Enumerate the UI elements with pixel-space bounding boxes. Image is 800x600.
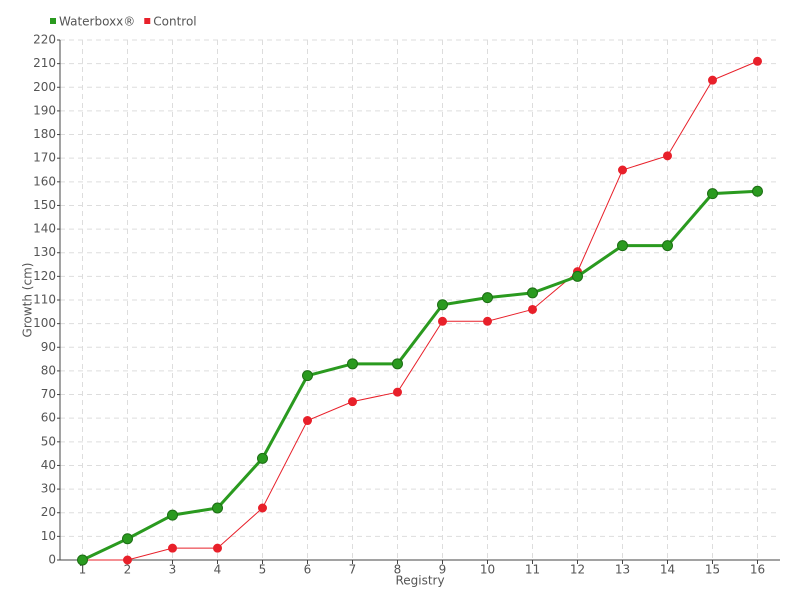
y-tick-label: 220 (33, 33, 56, 47)
x-tick-label: 14 (660, 563, 675, 577)
data-point (303, 416, 312, 426)
x-tick-label: 10 (480, 563, 495, 577)
series-line (81, 189, 758, 562)
data-point (77, 554, 88, 566)
data-point (663, 151, 672, 161)
x-tick-label: 6 (304, 563, 312, 577)
data-point (527, 287, 538, 299)
data-point (707, 188, 718, 200)
y-tick-label: 190 (33, 103, 56, 117)
data-point (392, 358, 403, 370)
data-point (618, 165, 627, 175)
data-point (168, 543, 177, 553)
data-point (123, 555, 132, 565)
data-point (348, 397, 357, 407)
data-point (257, 452, 268, 464)
y-tick-label: 110 (33, 293, 56, 307)
x-axis-title: Registry (395, 574, 444, 588)
data-point (212, 502, 223, 514)
x-tick-label: 11 (525, 563, 540, 577)
x-tick-label: 9 (439, 563, 447, 577)
y-tick-label: 90 (41, 340, 56, 354)
y-tick-label: 100 (33, 316, 56, 330)
series-line (82, 60, 758, 561)
data-point (393, 387, 402, 397)
x-tick-label: 13 (615, 563, 630, 577)
y-tick-label: 0 (48, 553, 56, 567)
data-point (528, 304, 537, 314)
y-axis-title: Growth (cm) (21, 263, 35, 338)
data-point (708, 75, 717, 85)
x-tick-label: 12 (570, 563, 585, 577)
x-tick-label: 15 (705, 563, 720, 577)
grid (60, 39, 780, 560)
y-tick-label: 30 (41, 482, 56, 496)
data-point (258, 503, 267, 513)
data-point (572, 270, 583, 282)
y-tick-label: 180 (33, 127, 56, 141)
y-tick-label: 60 (41, 411, 56, 425)
data-point (167, 509, 178, 521)
data-point (438, 316, 447, 326)
y-tick-label: 40 (41, 458, 56, 472)
y-tick-label: 150 (33, 198, 56, 212)
y-tick-label: 130 (33, 245, 56, 259)
data-point (662, 240, 673, 252)
legend-swatch (50, 18, 56, 24)
data-point (753, 56, 762, 66)
x-tick-label: 7 (349, 563, 357, 577)
data-point (617, 240, 628, 252)
legend-label: Control (153, 15, 196, 29)
x-tick-label: 16 (750, 563, 765, 577)
x-tick-label: 1 (79, 563, 87, 577)
y-tick-label: 50 (41, 434, 56, 448)
y-tick-label: 70 (41, 387, 56, 401)
y-tick-label: 160 (33, 174, 56, 188)
x-tick-label: 3 (169, 563, 177, 577)
data-point (302, 370, 313, 382)
data-point (482, 292, 493, 304)
legend-swatch (144, 18, 151, 24)
y-tick-label: 200 (33, 80, 56, 94)
y-tick-label: 10 (41, 529, 56, 543)
x-tick-label: 8 (394, 563, 402, 577)
data-point (213, 543, 222, 553)
data-point (483, 316, 492, 326)
data-point (347, 358, 358, 370)
y-tick-label: 140 (33, 222, 56, 236)
y-tick-label: 210 (33, 56, 56, 70)
y-tick-label: 170 (33, 151, 56, 165)
legend-label: Waterboxx® (59, 15, 135, 29)
y-tick-label: 120 (33, 269, 56, 283)
x-tick-label: 4 (214, 563, 222, 577)
data-point (752, 185, 763, 197)
data-point (122, 533, 133, 545)
x-tick-label: 5 (259, 563, 267, 577)
y-tick-label: 80 (41, 363, 56, 377)
data-point (437, 299, 448, 311)
y-tick-label: 20 (41, 505, 56, 519)
x-tick-label: 2 (124, 563, 132, 577)
